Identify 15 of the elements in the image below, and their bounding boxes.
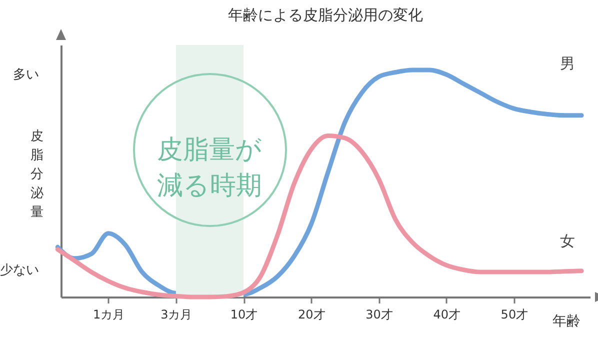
x-tick-label: 3カ月 <box>160 308 192 322</box>
x-tick-label: 20才 <box>298 308 326 322</box>
x-tick-label: 1カ月 <box>93 308 125 322</box>
x-tick-label: 40才 <box>433 308 460 322</box>
text: 男 <box>560 54 576 72</box>
series-label: 女 <box>560 232 576 250</box>
x-tick-label: 10才 <box>230 308 258 322</box>
x-tick-label: 30才 <box>366 308 393 322</box>
text: 多い <box>13 68 39 83</box>
y-axis-title: 皮脂分泌量 <box>30 129 44 220</box>
chart-title: 年齢による皮脂分泌用の変化 <box>228 6 423 24</box>
band-label: 皮脂量が減る時期 <box>157 135 262 201</box>
x-tick-label: 50才 <box>500 308 528 322</box>
x-axis-title: 年齢 <box>552 314 580 330</box>
text: 少ない <box>0 262 39 278</box>
